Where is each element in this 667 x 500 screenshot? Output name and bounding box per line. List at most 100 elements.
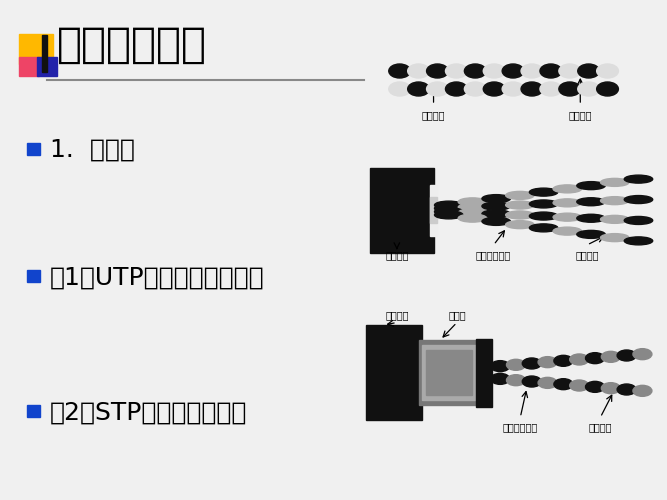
Ellipse shape xyxy=(553,185,582,193)
Ellipse shape xyxy=(389,64,410,78)
Ellipse shape xyxy=(624,237,653,245)
Bar xyxy=(430,197,437,223)
Ellipse shape xyxy=(538,356,557,368)
Text: （1）UTP（非屏蔽双绞线）: （1）UTP（非屏蔽双绞线） xyxy=(50,266,265,289)
Ellipse shape xyxy=(559,82,580,96)
Ellipse shape xyxy=(446,64,467,78)
Ellipse shape xyxy=(458,198,487,206)
Bar xyxy=(37,57,57,76)
Ellipse shape xyxy=(586,382,604,392)
Ellipse shape xyxy=(506,220,534,228)
Text: 铜芯导体: 铜芯导体 xyxy=(575,250,599,260)
Ellipse shape xyxy=(434,201,463,209)
Ellipse shape xyxy=(538,378,557,388)
Ellipse shape xyxy=(553,213,582,221)
Ellipse shape xyxy=(458,203,487,211)
Ellipse shape xyxy=(427,64,448,78)
Bar xyxy=(366,325,422,420)
Ellipse shape xyxy=(600,234,629,241)
Ellipse shape xyxy=(506,201,534,209)
Ellipse shape xyxy=(522,376,541,387)
Bar xyxy=(42,35,47,72)
Ellipse shape xyxy=(482,218,510,226)
Bar xyxy=(27,270,40,282)
Ellipse shape xyxy=(577,214,605,222)
Ellipse shape xyxy=(600,178,629,186)
Ellipse shape xyxy=(434,211,463,219)
Ellipse shape xyxy=(586,352,604,364)
Ellipse shape xyxy=(530,224,558,232)
Text: 色码绝缘外皮: 色码绝缘外皮 xyxy=(476,250,511,260)
Ellipse shape xyxy=(446,82,467,96)
Ellipse shape xyxy=(502,82,524,96)
Ellipse shape xyxy=(624,175,653,183)
Ellipse shape xyxy=(408,64,430,78)
Ellipse shape xyxy=(482,202,510,210)
Ellipse shape xyxy=(624,196,653,203)
Text: （2）STP（屏蔽双绞线）: （2）STP（屏蔽双绞线） xyxy=(50,400,247,424)
Text: 塑料纱套: 塑料纱套 xyxy=(385,310,409,320)
Ellipse shape xyxy=(570,380,589,391)
Text: 色码绝缘外皮: 色码绝缘外皮 xyxy=(503,422,538,432)
Ellipse shape xyxy=(434,204,463,212)
Ellipse shape xyxy=(633,348,652,360)
Ellipse shape xyxy=(458,214,487,222)
Ellipse shape xyxy=(389,82,410,96)
Ellipse shape xyxy=(522,358,541,369)
Bar xyxy=(27,405,40,417)
Ellipse shape xyxy=(554,356,573,366)
Ellipse shape xyxy=(600,216,629,224)
Ellipse shape xyxy=(427,82,448,96)
Bar xyxy=(419,340,479,405)
Ellipse shape xyxy=(458,209,487,217)
Text: 铜芯导体: 铜芯导体 xyxy=(568,110,592,120)
Ellipse shape xyxy=(464,64,486,78)
Ellipse shape xyxy=(577,230,605,238)
Text: 1.  双绞线: 1. 双绞线 xyxy=(50,138,135,162)
Ellipse shape xyxy=(506,360,526,370)
Text: 屏蔽层: 屏蔽层 xyxy=(448,310,466,320)
Bar xyxy=(430,184,437,236)
Ellipse shape xyxy=(482,210,510,218)
Ellipse shape xyxy=(491,360,510,372)
Ellipse shape xyxy=(530,212,558,220)
Ellipse shape xyxy=(554,378,573,390)
Ellipse shape xyxy=(434,208,463,216)
Bar xyxy=(19,57,39,76)
Ellipse shape xyxy=(540,82,562,96)
Ellipse shape xyxy=(600,196,629,204)
Ellipse shape xyxy=(597,64,618,78)
Ellipse shape xyxy=(521,82,543,96)
Ellipse shape xyxy=(506,374,526,386)
Text: 塑料护套: 塑料护套 xyxy=(385,250,409,260)
Ellipse shape xyxy=(506,211,534,219)
Bar xyxy=(476,338,492,406)
Ellipse shape xyxy=(602,352,620,362)
Text: 绝缘外皮: 绝缘外皮 xyxy=(422,110,446,120)
Ellipse shape xyxy=(482,194,510,202)
Ellipse shape xyxy=(521,64,543,78)
Ellipse shape xyxy=(502,64,524,78)
Ellipse shape xyxy=(633,386,652,396)
Ellipse shape xyxy=(484,82,505,96)
Bar xyxy=(426,350,472,395)
Ellipse shape xyxy=(577,198,605,206)
Ellipse shape xyxy=(540,64,562,78)
Text: 二、传输介质: 二、传输介质 xyxy=(57,24,207,66)
Ellipse shape xyxy=(602,382,620,394)
Bar xyxy=(19,34,53,64)
Ellipse shape xyxy=(570,354,589,365)
Ellipse shape xyxy=(597,82,618,96)
Ellipse shape xyxy=(577,182,605,190)
Ellipse shape xyxy=(506,192,534,200)
Bar xyxy=(422,345,476,400)
Ellipse shape xyxy=(408,82,430,96)
Ellipse shape xyxy=(530,200,558,208)
Ellipse shape xyxy=(553,199,582,207)
Ellipse shape xyxy=(617,384,636,395)
Ellipse shape xyxy=(491,374,510,384)
Ellipse shape xyxy=(578,82,600,96)
Bar xyxy=(27,142,40,154)
Ellipse shape xyxy=(624,216,653,224)
Ellipse shape xyxy=(578,64,600,78)
